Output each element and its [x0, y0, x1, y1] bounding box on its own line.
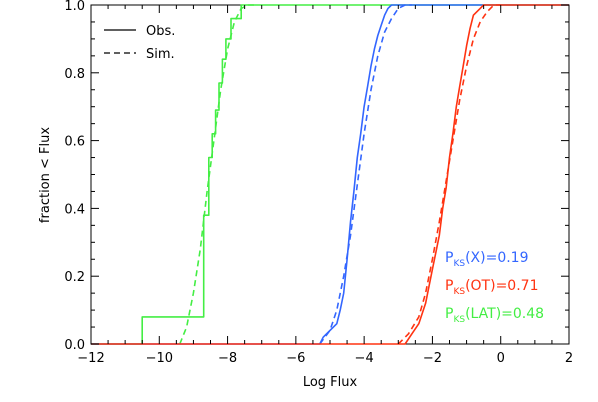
series-line-x-solid: [91, 4, 569, 345]
ks-annotation-lat: PKS(LAT)=0.48: [445, 306, 544, 325]
legend: Obs. Sim.: [104, 24, 175, 62]
x-tick-label: −2: [423, 351, 442, 366]
legend-label-sim: Sim.: [146, 47, 175, 62]
series-line-lat-dashed: [179, 4, 255, 345]
ks-annotation-x: PKS(X)=0.19: [445, 250, 529, 269]
y-tick-label: 1.0: [64, 0, 85, 14]
series-line-x-dashed: [319, 4, 412, 345]
x-tick-label: −6: [286, 351, 305, 366]
ks-annotations: PKS(X)=0.19 PKS(OT)=0.71 PKS(LAT)=0.48: [445, 250, 544, 325]
x-tick-label: −4: [355, 351, 374, 366]
axes-layer: −12 −10 −8 −6 −4 −2 0 2 0.0 0.2 0.4 0.6 0.8 1.0: [64, 0, 573, 366]
x-tick-label: 0: [497, 351, 505, 366]
y-tick-label: 0.6: [64, 135, 85, 150]
y-tick-label: 0.2: [64, 270, 85, 285]
series-line-ot-solid: [91, 4, 569, 345]
x-axis-title: Log Flux: [303, 375, 358, 390]
series-line-ot-dashed: [397, 4, 501, 345]
y-axis-title: fraction < Flux: [38, 127, 53, 223]
y-tick-label: 0.4: [64, 202, 85, 217]
x-tick-label: −8: [218, 351, 237, 366]
y-tick-label: 0.8: [64, 67, 85, 82]
y-tick-label: 0.0: [64, 338, 85, 353]
legend-label-obs: Obs.: [146, 24, 175, 39]
x-tick-label: 2: [565, 351, 573, 366]
x-tick-label: −12: [77, 351, 104, 366]
ks-annotation-ot: PKS(OT)=0.71: [445, 278, 538, 297]
series-line-lat-solid: [91, 4, 569, 345]
x-tick-label: −10: [146, 351, 173, 366]
series-layer: [91, 4, 569, 345]
